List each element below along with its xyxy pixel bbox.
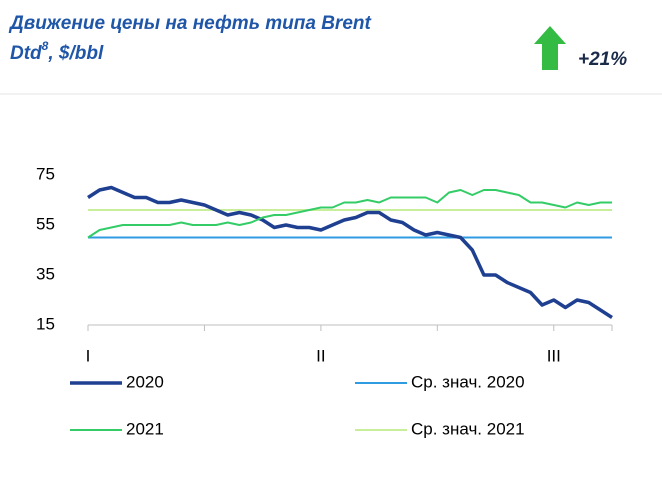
y-tick-label: 75 — [36, 164, 55, 183]
title-suffix: , $/bbl — [47, 43, 104, 64]
legend-label: Ср. знач. 2020 — [411, 372, 525, 391]
chart-title: Движение цены на нефть типа Brent — [8, 13, 371, 34]
annotation: +21% — [578, 49, 627, 70]
series-line — [87, 189, 612, 239]
series-line — [87, 185, 613, 319]
legend-label: 2021 — [126, 419, 164, 438]
legend-label: Ср. знач. 2021 — [411, 419, 525, 438]
x-tick-label: III — [547, 346, 561, 365]
y-tick-label: 35 — [36, 264, 55, 283]
legend-label: 2020 — [126, 372, 164, 391]
x-tick-label: I — [86, 346, 91, 365]
up-arrow — [534, 26, 566, 70]
title-superscript: 8 — [42, 39, 49, 53]
y-tick-label: 15 — [36, 314, 55, 333]
chart-title-line2: Dtd8, $/bbl — [10, 39, 104, 64]
x-tick-label: II — [316, 346, 325, 365]
y-tick-label: 55 — [36, 214, 55, 233]
title-dtd: Dtd — [10, 43, 42, 64]
